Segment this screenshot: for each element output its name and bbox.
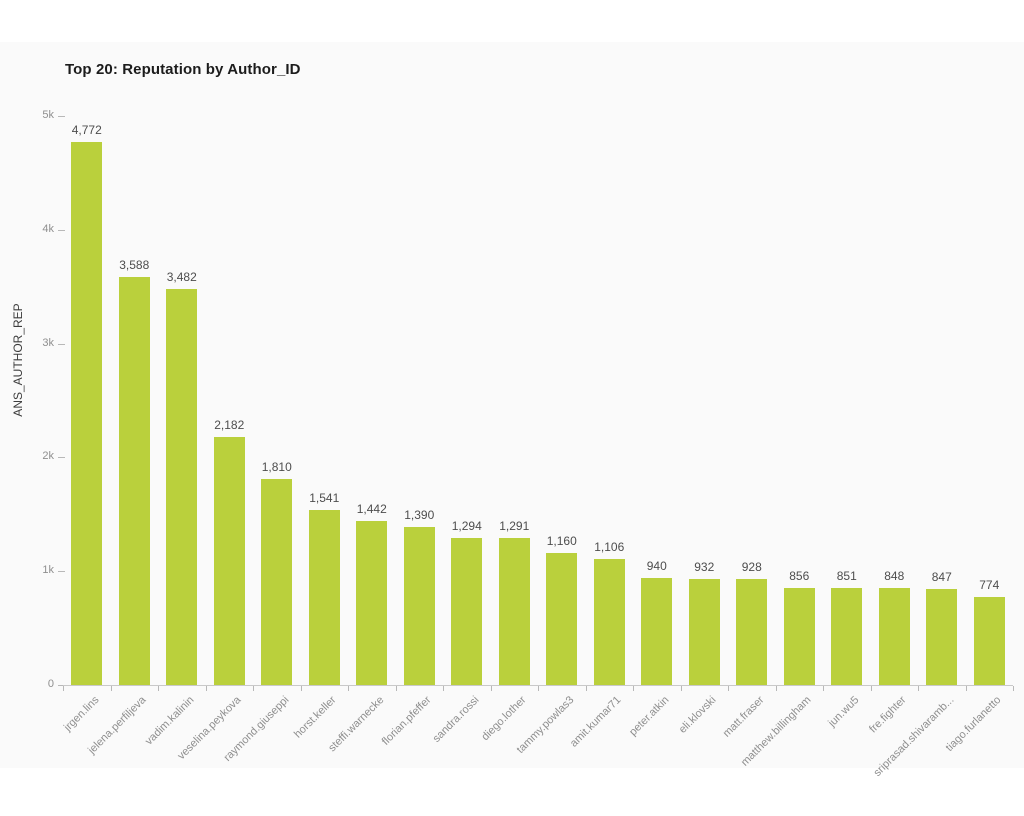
x-tick-mark [680,686,682,691]
chart-title: Top 20: Reputation by Author_ID [65,61,301,78]
x-tick-mark [348,686,349,691]
chart-panel: Top 20: Reputation by Author_ID ANS_AUTH… [0,42,1024,779]
x-tick-mark [110,686,112,691]
bar[interactable] [878,588,910,685]
plot-area: 0 1k 2k 3k 4k 5k 4,772 jrgen.lins 3,588 jelena.pe… [0,42,1024,779]
bar[interactable] [71,142,103,685]
bar-value-label: 940 [646,559,667,573]
bar[interactable] [641,578,673,685]
bar[interactable] [403,527,435,685]
bar[interactable] [688,579,720,685]
bar[interactable] [546,553,578,685]
bar-value-label: 847 [931,570,952,584]
bar-value-label: 3,482 [166,270,197,284]
x-tick-mark [395,686,397,691]
bar-value-label: 928 [741,560,762,574]
bar-value-label: 851 [836,569,857,583]
bar-value-label: 4,772 [71,123,102,137]
x-tick-mark [633,686,634,691]
bar[interactable] [783,588,815,685]
y-tick-mark [58,457,65,459]
y-tick-label: 4k [42,222,54,235]
x-tick-mark [490,686,492,691]
x-tick-mark [538,686,539,691]
x-tick-mark [63,686,64,691]
bar-value-label: 856 [789,569,810,583]
bar-value-label: 1,106 [594,540,625,554]
top-whitespace-strip [0,0,1024,42]
bar[interactable] [451,538,483,685]
bar[interactable] [593,559,625,685]
y-tick-label: 2k [42,450,54,463]
bar-value-label: 1,810 [261,460,292,474]
x-tick-mark [300,686,302,691]
bar[interactable] [166,289,198,685]
bar-value-label: 2,182 [214,418,245,432]
x-tick-mark [870,686,872,691]
y-tick-label: 3k [42,336,54,349]
y-tick-label: 5k [42,109,54,121]
x-tick-mark [823,686,824,691]
y-tick-mark [58,229,65,231]
bar[interactable] [498,538,530,685]
bar-value-label: 1,541 [309,491,340,505]
x-tick-mark [158,686,159,691]
x-tick-mark [918,686,919,691]
bar-value-label: 1,294 [451,519,482,533]
bar-value-label: 1,160 [546,534,577,548]
x-tick-mark [965,686,967,691]
bar-value-label: 774 [979,578,1000,592]
y-tick-mark [58,343,65,345]
x-tick-mark [1013,686,1014,691]
bar-value-label: 1,291 [499,519,530,533]
bar[interactable] [736,579,768,685]
x-tick-mark [775,686,777,691]
bar[interactable] [308,510,340,685]
x-tick-mark [728,686,729,691]
y-tick-label: 1k [42,564,54,577]
bar[interactable] [973,597,1005,685]
y-tick-mark [58,685,65,686]
bar-value-label: 932 [694,560,715,574]
bar[interactable] [356,521,388,685]
bar[interactable] [213,437,245,685]
bar[interactable] [118,277,150,685]
y-tick-mark [58,571,65,573]
x-tick-mark [585,686,587,691]
bar-value-label: 3,588 [119,258,150,272]
bar-value-label: 1,442 [356,502,387,516]
bar-value-label: 1,390 [404,508,435,522]
bar-value-label: 848 [884,569,905,583]
x-tick-mark [443,686,444,691]
bar[interactable] [926,589,958,685]
bar[interactable] [831,588,863,685]
x-tick-mark [205,686,207,691]
y-tick-mark [58,116,65,117]
x-tick-mark [253,686,254,691]
bar[interactable] [261,479,293,685]
y-tick-label: 0 [47,678,54,690]
x-axis-line [63,685,1013,686]
